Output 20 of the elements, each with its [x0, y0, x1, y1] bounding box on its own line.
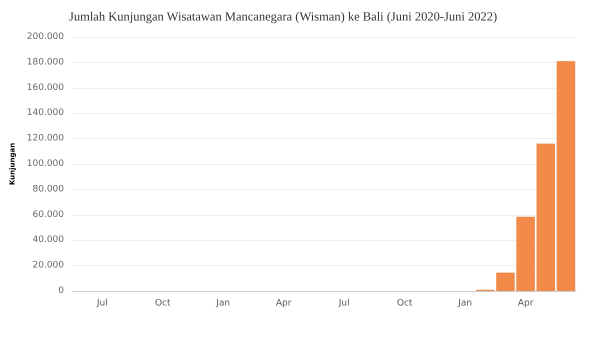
- x-tick-label: Oct: [154, 298, 171, 308]
- y-tick-label: 160.000: [26, 82, 64, 93]
- y-tick-label: 40.000: [32, 235, 64, 246]
- y-tick-label: 0: [58, 286, 64, 296]
- y-tick-label: 20.000: [32, 260, 64, 271]
- chart-title: Jumlah Kunjungan Wisatawan Mancanegara (Wisman) ke Bali (Juni 2020-Juni 2022): [69, 10, 498, 24]
- y-tick-label: 60.000: [32, 210, 64, 220]
- y-tick-label: 180.000: [26, 57, 64, 68]
- x-tick-label: Apr: [518, 298, 534, 308]
- y-tick-label: 80.000: [32, 184, 64, 194]
- y-tick-label: 200.000: [26, 32, 64, 42]
- x-tick-label: Jan: [215, 298, 230, 308]
- x-tick-label: Jan: [457, 298, 472, 308]
- x-tick-label: Jul: [338, 298, 350, 308]
- y-tick-label: 140.000: [26, 108, 64, 118]
- x-tick-label: Jul: [96, 298, 108, 308]
- x-tick-label: Apr: [276, 298, 292, 308]
- y-tick-label: 100.000: [26, 159, 64, 169]
- y-tick-label: 120.000: [26, 134, 64, 144]
- x-tick-label: Oct: [396, 298, 413, 308]
